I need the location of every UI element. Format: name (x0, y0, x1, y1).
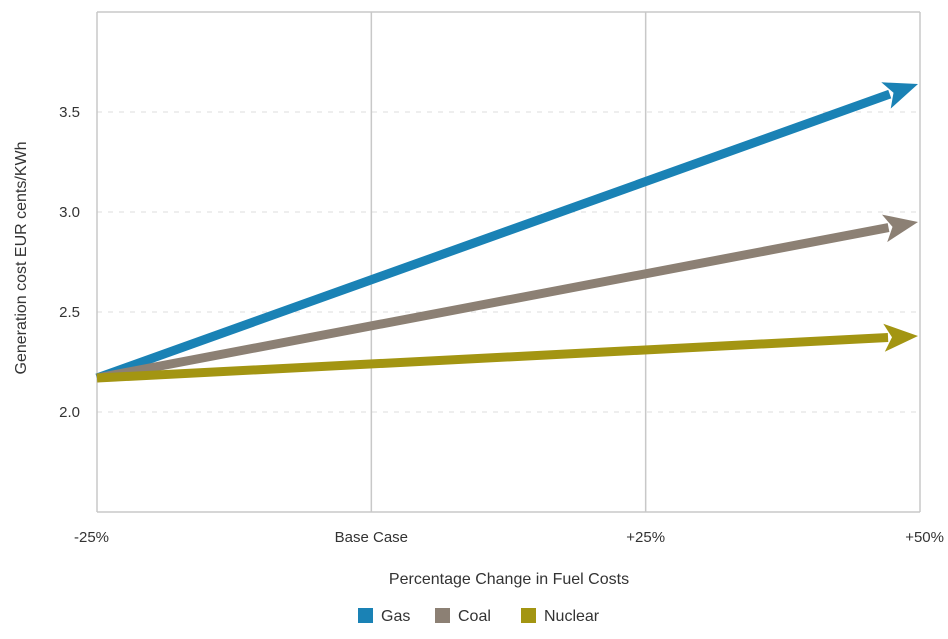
legend-item-coal: Coal (435, 608, 491, 625)
y-axis-title: Generation cost EUR cents/KWh (13, 142, 30, 375)
x-axis-title: Percentage Change in Fuel Costs (389, 571, 629, 588)
x-tick-label: +50% (905, 529, 944, 546)
arrow-head (883, 323, 918, 352)
series-nuclear (96, 323, 918, 383)
x-tick-label: +25% (626, 529, 665, 546)
legend-swatch (521, 608, 536, 623)
series-line (96, 333, 889, 383)
series-coal (96, 214, 918, 383)
y-tick-label: 2.5 (59, 304, 80, 321)
legend-item-nuclear: Nuclear (521, 608, 600, 625)
y-tick-label: 2.0 (59, 404, 80, 421)
grid (96, 11, 921, 513)
legend-label: Coal (458, 608, 491, 625)
legend: Gas Coal Nuclear (358, 608, 600, 625)
x-tick-label: Base Case (335, 529, 408, 546)
legend-label: Nuclear (544, 608, 600, 625)
arrow-head (881, 82, 918, 109)
legend-swatch (435, 608, 450, 623)
y-tick-label: 3.0 (59, 204, 80, 221)
x-tick-label: -25% (74, 529, 109, 546)
legend-label: Gas (381, 608, 410, 625)
arrow-head (882, 214, 918, 243)
series-line (95, 89, 892, 383)
legend-item-gas: Gas (358, 608, 410, 625)
y-tick-label: 3.5 (59, 104, 80, 121)
axes: 2.0 2.5 3.0 3.5 -25% Base Case +25% +50% (59, 104, 944, 546)
series-lines (95, 82, 918, 383)
legend-swatch (358, 608, 373, 623)
series-gas (95, 82, 918, 383)
series-line (96, 223, 890, 383)
